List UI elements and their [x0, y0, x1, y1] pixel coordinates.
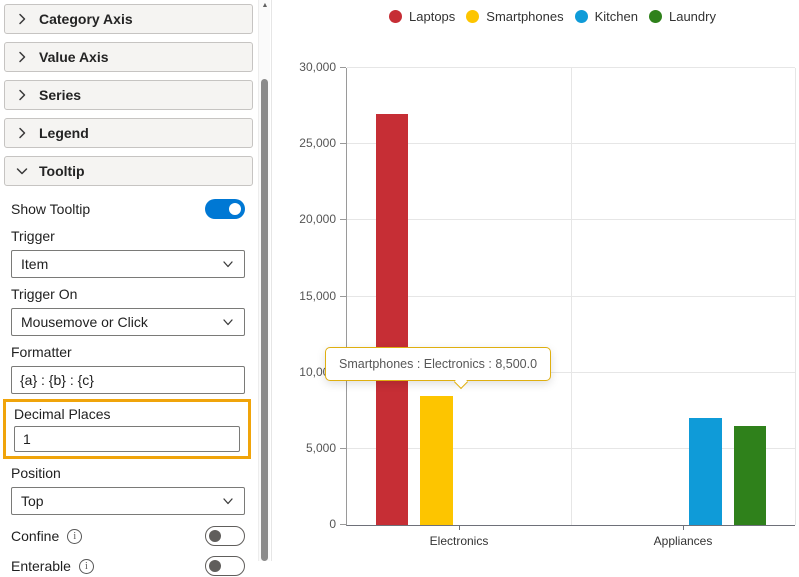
y-axis-label: 30,000 — [299, 60, 336, 74]
x-axis-label: Appliances — [653, 534, 713, 548]
toggle-knob — [209, 560, 221, 572]
y-axis-label: 5,000 — [305, 440, 336, 455]
chevron-down-icon — [223, 319, 233, 326]
category-cell-electronics — [347, 68, 571, 525]
legend-label: Laundry — [668, 9, 716, 24]
chevron-right-icon — [19, 127, 26, 139]
chevron-down-icon — [223, 261, 233, 268]
trigger-label: Trigger — [11, 228, 55, 244]
trigger-on-dropdown[interactable]: Mousemove or Click — [11, 308, 245, 336]
section-tooltip[interactable]: Tooltip — [4, 156, 253, 186]
y-axis-tick — [340, 524, 346, 525]
section-label: Category Axis — [39, 11, 133, 27]
panel-divider — [271, 0, 272, 561]
toggle-knob — [209, 530, 221, 542]
legend-marker-icon — [389, 10, 403, 23]
trigger-dropdown[interactable]: Item — [11, 250, 245, 278]
legend-label: Kitchen — [594, 9, 638, 24]
tooltip-settings-panel: Show Tooltip Trigger Item Trigger On Mou… — [0, 198, 256, 577]
legend-item-laundry[interactable]: Laundry — [648, 9, 716, 24]
enterable-label: Enterable — [11, 558, 71, 574]
formatter-label: Formatter — [11, 344, 72, 360]
bar-slot — [728, 68, 773, 525]
section-label: Legend — [39, 125, 89, 141]
v-gridline — [795, 68, 796, 525]
bar-laptops-electronics[interactable] — [375, 113, 408, 525]
position-dropdown[interactable]: Top — [11, 487, 245, 515]
toggle-knob — [229, 203, 241, 215]
bar-slot — [459, 68, 504, 525]
plot-area: 0 5,000 10,000 15,000 20,000 25,000 30,000 Elec… — [299, 60, 796, 548]
bar-slot — [369, 68, 414, 525]
chevron-right-icon — [19, 13, 26, 25]
section-label: Tooltip — [39, 163, 85, 179]
x-axis-tick — [459, 525, 460, 530]
legend-item-laptops[interactable]: Laptops — [389, 9, 455, 24]
decimal-places-highlight: Decimal Places — [3, 399, 251, 459]
v-gridline — [571, 68, 572, 525]
chevron-right-icon — [19, 51, 26, 63]
scroll-up-arrow-icon[interactable]: ▲ — [261, 2, 269, 9]
section-legend[interactable]: Legend — [4, 118, 253, 148]
sidebar-scrollbar[interactable]: ▲ — [258, 0, 270, 561]
info-icon[interactable]: i — [67, 528, 83, 544]
y-axis-tick — [340, 143, 346, 145]
bar-laundry-appliances[interactable] — [734, 425, 767, 525]
bar-slot — [504, 68, 549, 525]
chevron-down-icon — [16, 168, 28, 175]
x-axis-tick — [683, 525, 684, 530]
chart-legend: Laptops Smartphones Kitchen Laundry — [289, 9, 799, 24]
y-axis-label: 20,000 — [299, 212, 336, 227]
chevron-right-icon — [19, 89, 26, 101]
position-value: Top — [21, 493, 44, 509]
y-axis-tick — [340, 447, 346, 449]
legend-label: Smartphones — [486, 9, 564, 24]
confine-label: Confine — [11, 528, 60, 544]
show-tooltip-label: Show Tooltip — [11, 201, 91, 217]
bar-smartphones-electronics[interactable] — [420, 395, 453, 525]
legend-item-smartphones[interactable]: Smartphones — [466, 9, 564, 24]
legend-marker-icon — [466, 10, 480, 23]
trigger-on-value: Mousemove or Click — [21, 314, 148, 330]
y-axis-label: 15,000 — [299, 288, 336, 303]
section-label: Series — [39, 87, 82, 103]
show-tooltip-toggle[interactable] — [205, 199, 245, 219]
y-axis-tick — [340, 67, 346, 68]
bar-kitchen-appliances[interactable] — [689, 418, 722, 525]
x-axis-label: Electronics — [429, 534, 489, 548]
section-category-axis[interactable]: Category Axis — [4, 4, 253, 34]
enterable-toggle[interactable] — [205, 556, 245, 576]
category-row — [347, 68, 795, 525]
y-axis-label: 0 — [329, 517, 336, 531]
formatter-input[interactable] — [11, 366, 245, 394]
legend-label: Laptops — [409, 9, 456, 24]
position-label: Position — [11, 465, 61, 481]
section-label: Value Axis — [39, 49, 109, 65]
bar-slot — [593, 68, 638, 525]
bar-slot — [638, 68, 683, 525]
legend-marker-icon — [648, 10, 662, 23]
section-series[interactable]: Series — [4, 80, 253, 110]
scrollbar-thumb[interactable] — [261, 79, 268, 561]
legend-item-kitchen[interactable]: Kitchen — [574, 9, 638, 24]
section-value-axis[interactable]: Value Axis — [4, 42, 253, 72]
chart-tooltip-text: Smartphones : Electronics : 8,500.0 — [339, 357, 538, 371]
y-axis-label: 25,000 — [299, 136, 336, 151]
h-gridline — [347, 67, 795, 68]
settings-sidebar: Category Axis Value Axis Series Legend T… — [0, 0, 256, 576]
bar-slot — [683, 68, 728, 525]
confine-toggle[interactable] — [205, 526, 245, 546]
chevron-down-icon — [223, 498, 233, 505]
trigger-on-label: Trigger On — [11, 286, 78, 302]
y-axis-tick — [340, 219, 346, 221]
trigger-value: Item — [21, 256, 49, 272]
bar-slot — [414, 68, 459, 525]
legend-marker-icon — [574, 10, 588, 23]
category-cell-appliances — [571, 68, 795, 525]
chart-tooltip: Smartphones : Electronics : 8,500.0 — [325, 347, 552, 389]
decimal-places-label: Decimal Places — [14, 406, 111, 422]
y-axis-tick — [340, 295, 346, 297]
chart-panel: Laptops Smartphones Kitchen Laundry 0 5,000 1… — [272, 0, 799, 561]
decimal-places-input[interactable] — [14, 426, 240, 452]
